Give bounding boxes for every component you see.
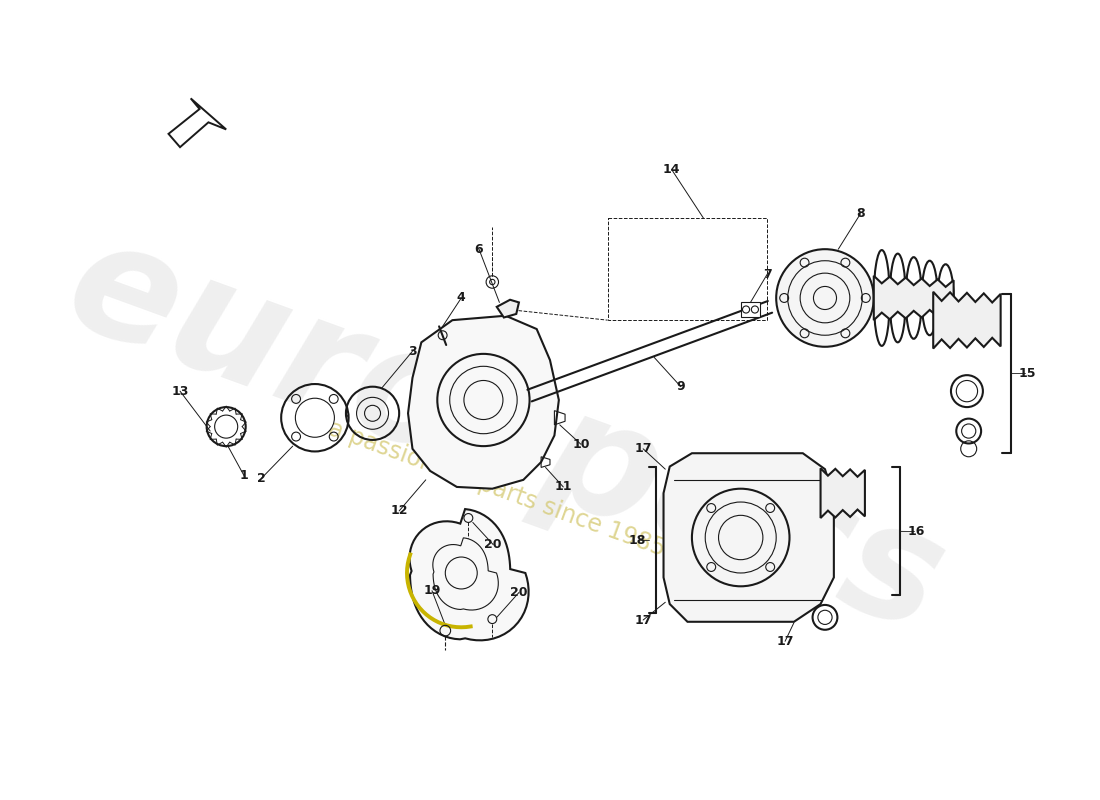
Polygon shape — [740, 302, 760, 317]
Text: 1: 1 — [240, 469, 249, 482]
Text: 17: 17 — [635, 614, 652, 626]
Text: 6: 6 — [475, 242, 483, 256]
Text: 13: 13 — [172, 385, 189, 398]
Polygon shape — [933, 292, 1001, 349]
Text: 16: 16 — [908, 525, 925, 538]
Text: 11: 11 — [554, 481, 572, 494]
Text: 2: 2 — [257, 471, 266, 485]
Text: 20: 20 — [484, 538, 502, 551]
Text: 17: 17 — [777, 635, 794, 648]
Text: 20: 20 — [510, 586, 528, 599]
Polygon shape — [663, 454, 834, 622]
Text: 19: 19 — [424, 584, 441, 598]
Text: 7: 7 — [763, 267, 772, 281]
Text: 4: 4 — [456, 291, 465, 305]
Bar — [607, 218, 768, 320]
Polygon shape — [497, 300, 519, 318]
Text: eurospecs: eurospecs — [47, 206, 964, 666]
Text: 10: 10 — [572, 438, 590, 451]
Text: 14: 14 — [663, 163, 680, 176]
Text: 18: 18 — [628, 534, 646, 546]
Polygon shape — [408, 316, 559, 489]
Polygon shape — [873, 276, 954, 320]
Text: 12: 12 — [390, 504, 408, 518]
Text: 9: 9 — [676, 380, 685, 393]
Circle shape — [777, 249, 873, 346]
Text: 8: 8 — [856, 207, 865, 220]
Polygon shape — [409, 509, 529, 640]
Text: 17: 17 — [635, 442, 652, 455]
Text: 15: 15 — [1019, 367, 1036, 380]
Text: a passion for parts since 1985: a passion for parts since 1985 — [324, 416, 669, 561]
Polygon shape — [821, 468, 865, 518]
Text: 3: 3 — [408, 345, 417, 358]
